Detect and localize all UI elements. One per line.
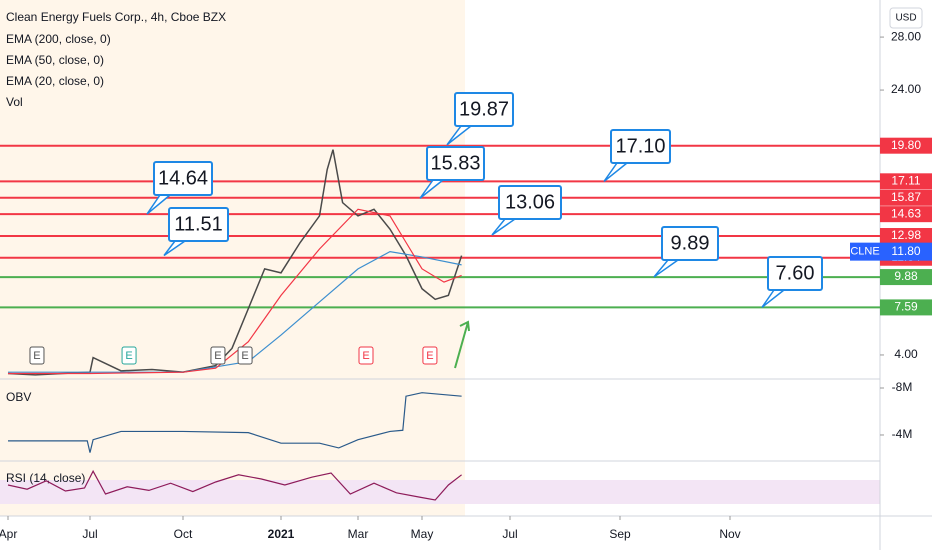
event-label: E <box>33 350 40 362</box>
callout-label: 14.64 <box>158 167 208 189</box>
level-label-box <box>880 137 932 154</box>
callout-box <box>767 256 823 291</box>
callout-pointer <box>653 259 679 278</box>
last-price-box <box>880 242 932 261</box>
event-label: E <box>362 350 369 362</box>
rsi-band <box>0 480 880 504</box>
level-label: 15.87 <box>891 190 921 204</box>
series-line <box>8 251 462 373</box>
callout-label: 15.83 <box>430 152 480 174</box>
callout-label: 9.89 <box>671 232 710 254</box>
callout-pointer <box>163 240 186 257</box>
callout-label: 7.60 <box>776 262 815 284</box>
callout-pointer <box>146 194 171 215</box>
series-line <box>7 149 463 376</box>
event-marker <box>237 346 253 365</box>
level-label-box <box>880 173 932 190</box>
level-label-box <box>880 189 932 206</box>
currency: USD <box>895 13 916 24</box>
event-marker <box>422 346 438 365</box>
rsi-title: RSI (14, close) <box>6 471 85 485</box>
callout-pointer <box>419 179 444 199</box>
obv-title: OBV <box>6 390 31 404</box>
callout-pointer <box>446 125 472 146</box>
callout-label: 11.51 <box>174 213 223 235</box>
level-label: 14.63 <box>891 206 921 220</box>
legend-entry: EMA (200, close, 0) <box>6 32 111 46</box>
series-line <box>8 392 462 453</box>
callout-box <box>454 92 514 127</box>
level-label-box <box>880 228 932 245</box>
y-tick-label: 28.00 <box>891 29 921 43</box>
level-label-box <box>880 206 932 223</box>
event-marker <box>358 346 374 365</box>
callout-box <box>168 207 229 242</box>
level-label: 7.59 <box>894 300 918 314</box>
event-marker <box>29 346 45 365</box>
event-marker <box>121 346 137 365</box>
y-tick-label: -4M <box>892 427 913 441</box>
level-label: 12.98 <box>891 228 921 242</box>
y-tick-label: -8M <box>892 380 913 394</box>
symbol-title: Clean Energy Fuels Corp., 4h, Cboe BZX <box>6 10 226 24</box>
callout-box <box>153 161 213 196</box>
x-tick-label: Jul <box>502 527 517 541</box>
callout-label: 19.87 <box>459 98 509 120</box>
event-label: E <box>426 350 433 362</box>
callout-pointer <box>491 218 516 236</box>
y-tick-label: 4.00 <box>894 347 918 361</box>
callout-pointer <box>603 162 628 183</box>
x-tick-label: Mar <box>348 527 369 541</box>
trend-arrow <box>454 320 470 369</box>
last-price: 11.80 <box>891 244 920 258</box>
series-line <box>7 469 462 501</box>
x-tick-label: Apr <box>0 527 17 541</box>
callout-box <box>498 185 562 220</box>
level-label-box <box>880 269 932 286</box>
level-label: 17.11 <box>891 173 920 187</box>
x-tick-label: Jul <box>82 527 97 541</box>
callout-box <box>661 226 719 261</box>
legend-entry: Vol <box>6 95 23 109</box>
symbol-box <box>850 242 880 261</box>
x-tick-label: Nov <box>719 527 740 541</box>
currency-box[interactable] <box>889 7 923 29</box>
level-label-box <box>880 299 932 316</box>
y-tick-label: 24.00 <box>891 82 921 96</box>
callout-pointer <box>761 289 785 308</box>
x-tick-label: 2021 <box>268 527 295 541</box>
legend-entry: EMA (20, close, 0) <box>6 74 104 88</box>
callout-box <box>610 129 671 164</box>
callout-label: 13.06 <box>505 191 555 213</box>
event-label: E <box>241 350 248 362</box>
callout-box <box>426 146 485 181</box>
event-label: E <box>214 350 221 362</box>
legend-entry: EMA (50, close, 0) <box>6 53 104 67</box>
event-marker <box>210 346 226 365</box>
level-label: 19.80 <box>891 138 921 152</box>
symbol-label: CLNE <box>850 246 879 258</box>
x-tick-label: May <box>411 527 434 541</box>
event-label: E <box>125 350 132 362</box>
callout-label: 17.10 <box>615 135 665 157</box>
x-tick-label: Sep <box>609 527 631 541</box>
series-line <box>8 208 462 375</box>
x-tick-label: Oct <box>174 527 193 541</box>
level-label: 9.88 <box>894 269 918 283</box>
